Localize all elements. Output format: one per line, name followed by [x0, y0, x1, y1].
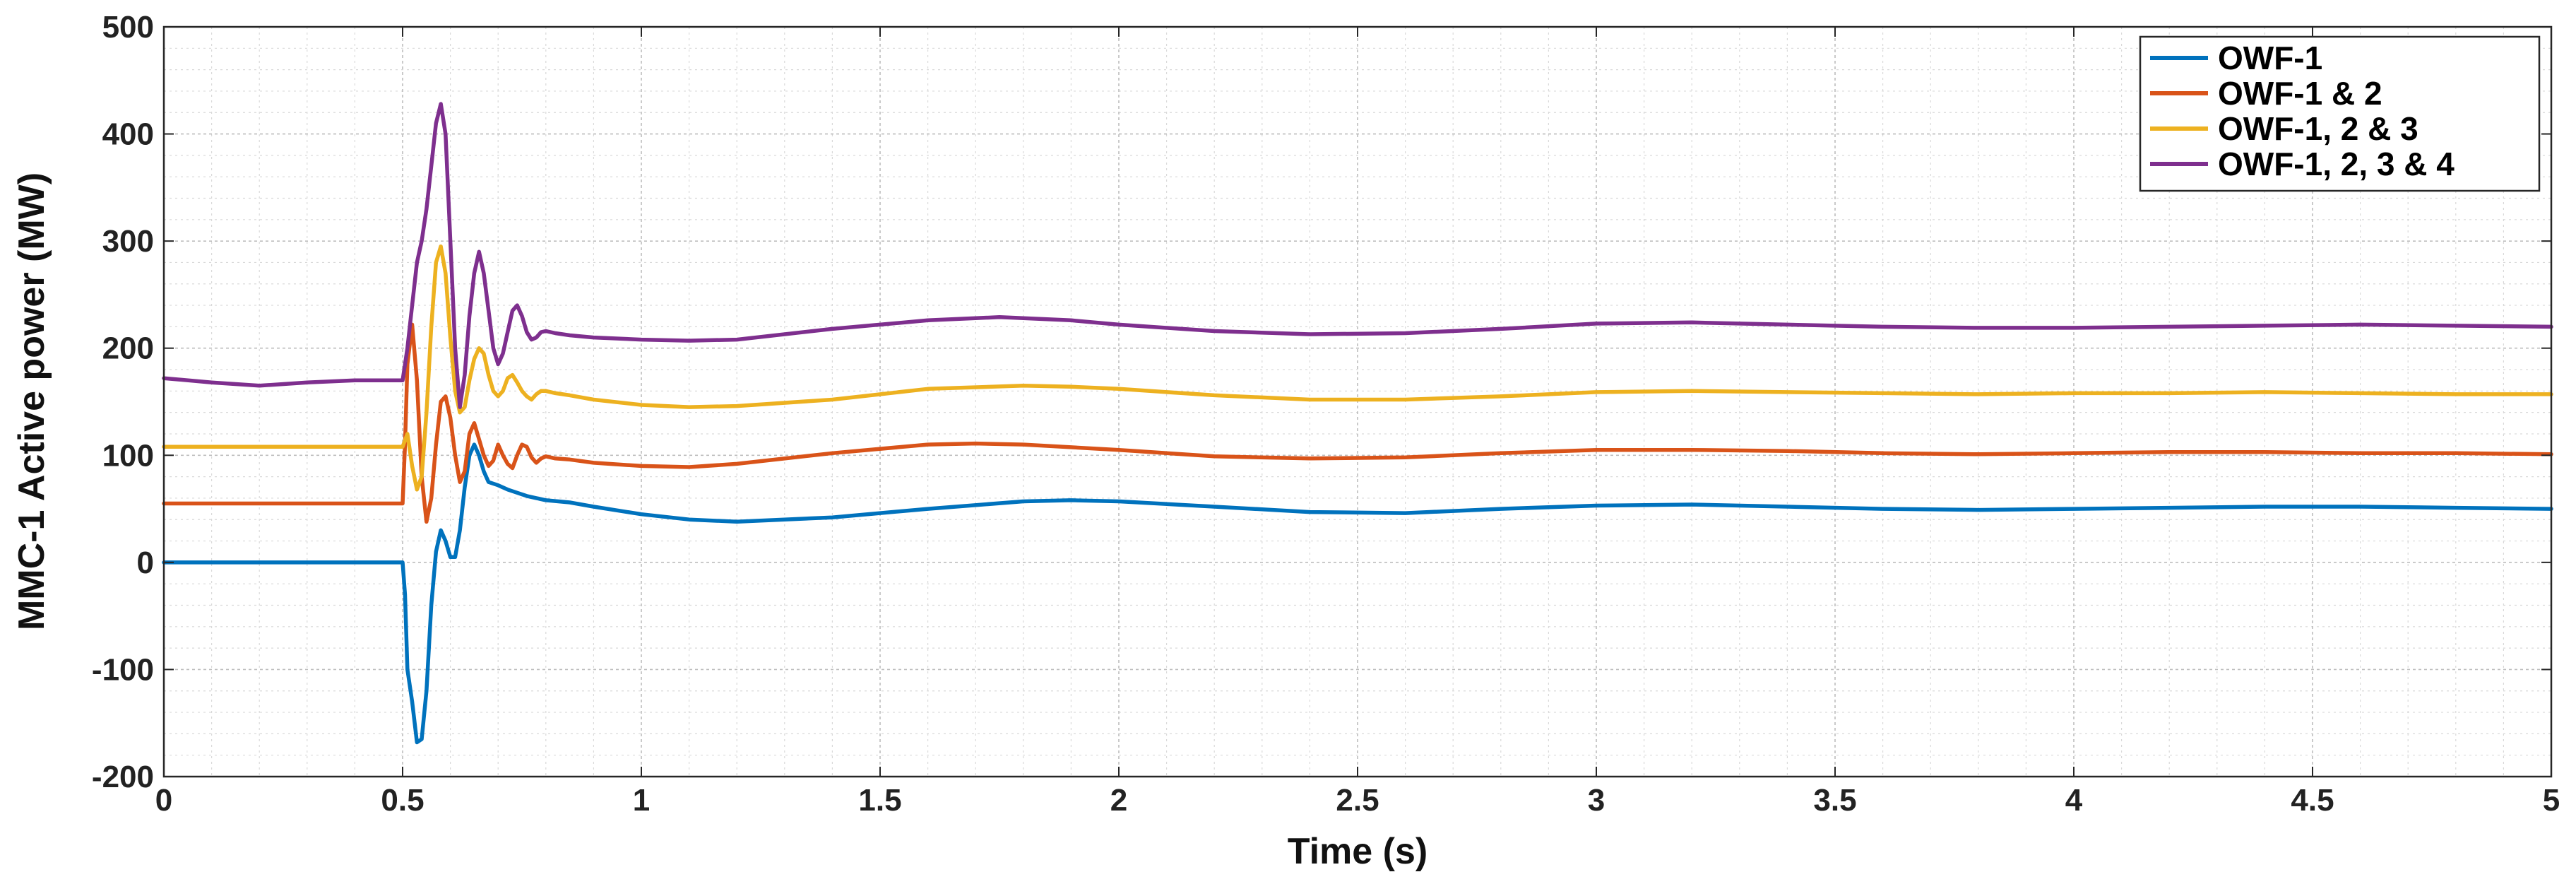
series-line-4: [162, 102, 2553, 409]
legend-label-2: OWF-1 & 2: [2218, 75, 2382, 112]
x-tick-label: 2.5: [1336, 783, 1379, 818]
y-tick-label: 300: [102, 224, 154, 259]
legend-label-4: OWF-1, 2, 3 & 4: [2218, 146, 2455, 182]
x-tick-label: 1.5: [858, 783, 901, 818]
series-layer: [162, 102, 2553, 745]
y-tick-label: 100: [102, 438, 154, 473]
x-tick-label: 4: [2065, 783, 2083, 818]
x-tick-label: 3.5: [1813, 783, 1856, 818]
y-tick-label: 0: [137, 546, 154, 580]
y-tick-label: -100: [92, 652, 154, 687]
y-tick-label: 500: [102, 10, 154, 45]
y-tick-label: 200: [102, 331, 154, 366]
x-axis-label: Time (s): [1288, 831, 1428, 872]
y-tick-label: 400: [102, 117, 154, 152]
y-axis-ticks: -200 -100 0 100 200 300 400 500: [92, 10, 2551, 794]
legend-label-1: OWF-1: [2218, 40, 2322, 76]
series-line-3: [162, 244, 2553, 492]
x-tick-label: 0: [155, 783, 172, 818]
x-tick-label: 3: [1588, 783, 1605, 818]
x-tick-label: 5: [2543, 783, 2560, 818]
legend-label-3: OWF-1, 2 & 3: [2218, 110, 2418, 147]
series-line-2: [162, 322, 2553, 524]
y-axis-label: MMC-1 Active power (MW): [11, 172, 52, 630]
y-tick-label: -200: [92, 760, 154, 794]
x-axis-ticks: 0 0.5 1 1.5 2 2.5 3 3.5 4 4.5 5: [155, 27, 2560, 818]
x-tick-label: 4.5: [2291, 783, 2334, 818]
x-tick-label: 1: [633, 783, 650, 818]
x-tick-label: 0.5: [381, 783, 424, 818]
x-tick-label: 2: [1110, 783, 1127, 818]
series-line-1: [162, 442, 2553, 745]
